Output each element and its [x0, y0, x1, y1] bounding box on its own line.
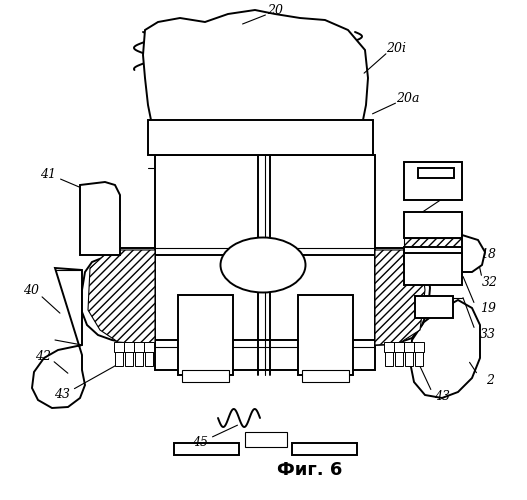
Text: 20: 20	[267, 4, 283, 18]
Text: 33: 33	[480, 328, 496, 342]
Bar	[408, 167, 458, 185]
Text: 45: 45	[192, 436, 208, 450]
Bar	[144, 342, 154, 352]
Bar	[384, 342, 394, 352]
Text: 42: 42	[35, 350, 51, 362]
Text: 19: 19	[480, 302, 496, 316]
Text: 18: 18	[480, 248, 496, 262]
Bar	[135, 348, 143, 366]
Bar	[148, 120, 373, 155]
Ellipse shape	[220, 238, 306, 292]
Polygon shape	[375, 250, 425, 345]
Bar	[145, 348, 153, 366]
Polygon shape	[143, 10, 368, 148]
Bar	[292, 443, 357, 455]
Text: 40: 40	[23, 284, 39, 296]
Bar	[134, 342, 144, 352]
Text: 20a: 20a	[396, 92, 419, 106]
Bar	[415, 348, 423, 366]
Polygon shape	[88, 250, 155, 345]
Polygon shape	[404, 238, 462, 262]
Bar	[404, 212, 462, 238]
Bar	[124, 342, 134, 352]
Bar	[155, 155, 375, 370]
Bar	[394, 342, 404, 352]
Bar	[125, 348, 133, 366]
Bar	[245, 432, 287, 447]
Polygon shape	[82, 248, 155, 345]
Text: 32: 32	[482, 276, 498, 288]
Text: 41: 41	[40, 168, 56, 181]
Text: 20i: 20i	[386, 42, 406, 56]
Bar	[298, 295, 353, 375]
Bar	[405, 348, 413, 366]
Text: 43: 43	[54, 388, 70, 402]
Polygon shape	[375, 248, 430, 345]
Bar	[114, 342, 124, 352]
Text: 31: 31	[417, 214, 433, 226]
Polygon shape	[32, 268, 85, 408]
Bar	[415, 296, 453, 318]
Text: 2: 2	[486, 374, 494, 386]
Text: 43: 43	[434, 390, 450, 404]
Bar	[182, 370, 229, 382]
Text: Фиг. 6: Фиг. 6	[277, 461, 343, 479]
Bar	[395, 348, 403, 366]
Polygon shape	[80, 182, 120, 255]
Bar	[414, 342, 424, 352]
Bar	[115, 348, 123, 366]
Bar	[418, 168, 454, 178]
Bar	[404, 342, 414, 352]
Bar	[174, 443, 239, 455]
Bar	[385, 348, 393, 366]
Polygon shape	[462, 235, 485, 272]
Bar	[404, 247, 462, 265]
Bar	[302, 370, 349, 382]
Polygon shape	[410, 300, 480, 398]
Bar	[404, 162, 462, 200]
Bar	[178, 295, 233, 375]
Bar	[404, 253, 462, 285]
